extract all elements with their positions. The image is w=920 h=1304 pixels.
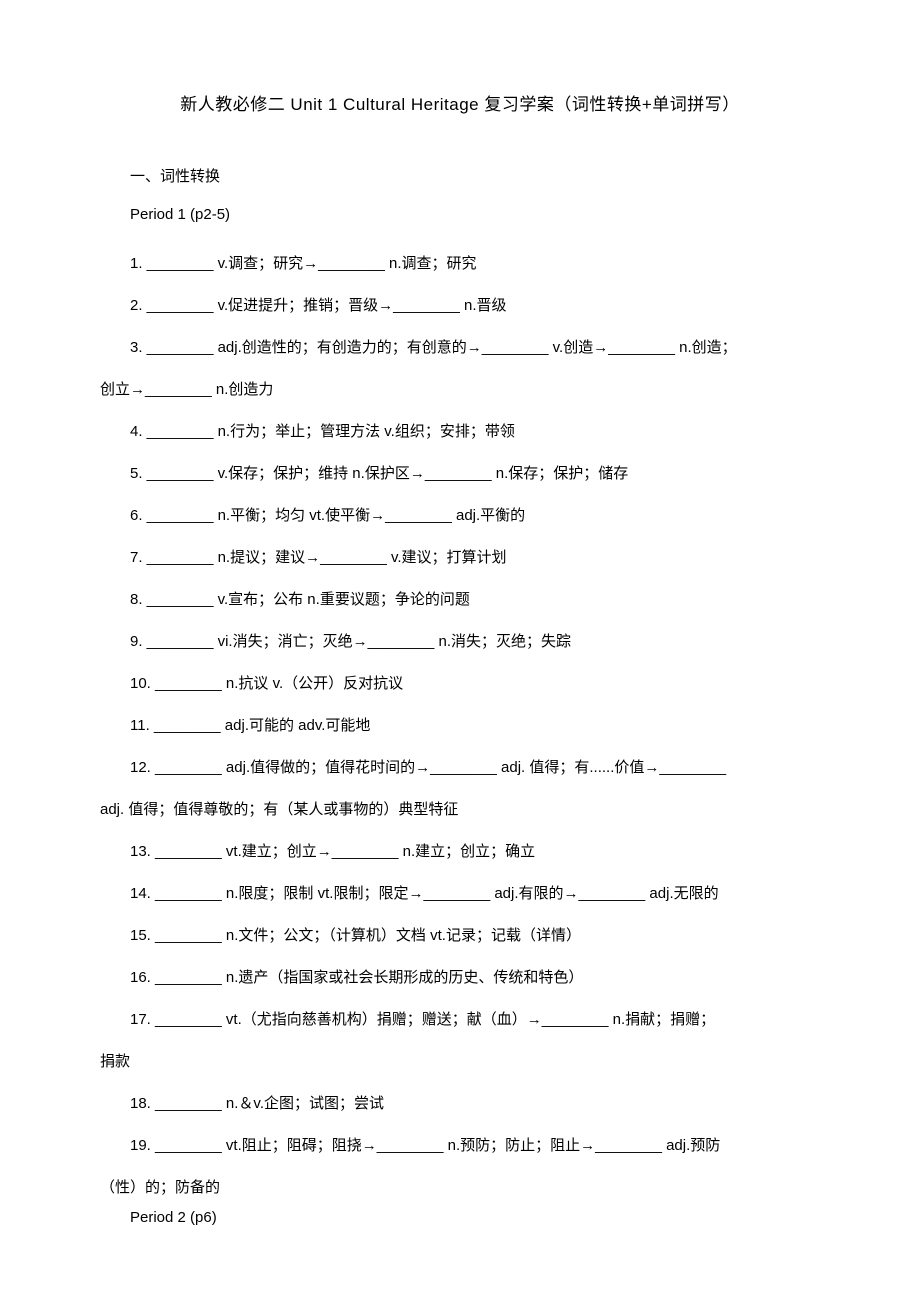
item-19: 19. ________ vt.阻止；阻碍；阻挠→________ n.预防；防… (100, 1125, 820, 1167)
item-10: 10. ________ n.抗议 v.（公开）反对抗议 (100, 663, 820, 705)
item-3-cont: 创立→________ n.创造力 (100, 369, 820, 411)
item-9: 9. ________ vi.消失；消亡；灭绝→________ n.消失；灭绝… (100, 621, 820, 663)
item-12: 12. ________ adj.值得做的；值得花时间的→________ ad… (100, 747, 820, 789)
item-17: 17. ________ vt.（尤指向慈善机构）捐赠；赠送；献（血）→____… (100, 999, 820, 1041)
item-8: 8. ________ v.宣布；公布 n.重要议题；争论的问题 (100, 579, 820, 621)
item-4: 4. ________ n.行为；举止；管理方法 v.组织；安排；带领 (100, 411, 820, 453)
item-16: 16. ________ n.遗产（指国家或社会长期形成的历史、传统和特色） (100, 957, 820, 999)
item-17-cont: 捐款 (100, 1041, 820, 1083)
item-2: 2. ________ v.促进提升；推销；晋级→________ n.晋级 (100, 285, 820, 327)
document-title: 新人教必修二 Unit 1 Cultural Heritage 复习学案（词性转… (100, 90, 820, 115)
item-13: 13. ________ vt.建立；创立→________ n.建立；创立；确… (100, 831, 820, 873)
section-heading: 一、词性转换 (100, 165, 820, 186)
period2-heading: Period 2 (p6) (100, 1209, 820, 1226)
item-3: 3. ________ adj.创造性的；有创造力的；有创意的→________… (100, 327, 820, 369)
item-11: 11. ________ adj.可能的 adv.可能地 (100, 705, 820, 747)
period1-heading: Period 1 (p2-5) (100, 206, 820, 223)
item-7: 7. ________ n.提议；建议→________ v.建议；打算计划 (100, 537, 820, 579)
item-1: 1. ________ v.调查；研究→________ n.调查；研究 (100, 243, 820, 285)
item-14: 14. ________ n.限度；限制 vt.限制；限定→________ a… (100, 873, 820, 915)
item-12-cont: adj. 值得；值得尊敬的；有（某人或事物的）典型特征 (100, 789, 820, 831)
item-15: 15. ________ n.文件；公文；（计算机）文档 vt.记录；记载（详情… (100, 915, 820, 957)
item-6: 6. ________ n.平衡；均匀 vt.使平衡→________ adj.… (100, 495, 820, 537)
item-18: 18. ________ n.＆v.企图；试图；尝试 (100, 1083, 820, 1125)
item-19-cont: （性）的；防备的 (100, 1167, 820, 1209)
item-5: 5. ________ v.保存；保护；维持 n.保护区→________ n.… (100, 453, 820, 495)
